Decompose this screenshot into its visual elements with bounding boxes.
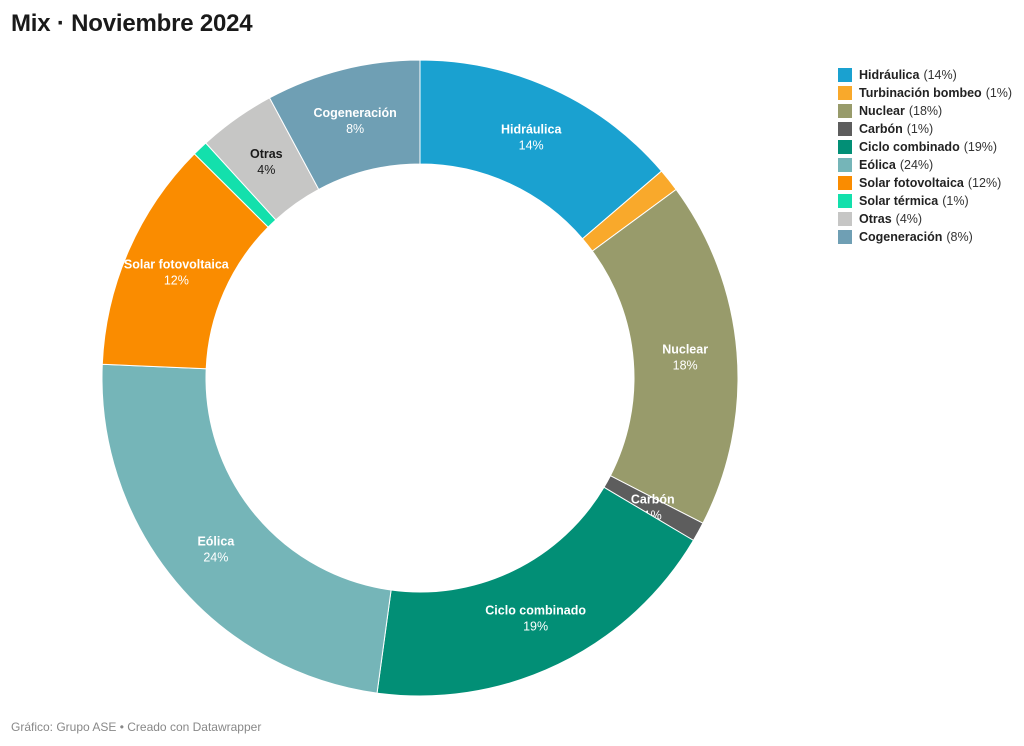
legend-percent: (1%) <box>906 122 934 136</box>
slice-name-ciclo-combinado: Ciclo combinado <box>485 604 586 618</box>
legend-item-eolica[interactable]: Eólica (24%) <box>838 156 1012 174</box>
slice-name-eolica: Eólica <box>197 535 235 549</box>
slice-label-ciclo-combinado: Ciclo combinado 19% <box>485 604 586 634</box>
legend-item-solar-fotovoltaica[interactable]: Solar fotovoltaica (12%) <box>838 174 1012 192</box>
legend-label: Turbinación bombeo <box>859 86 982 100</box>
legend-item-carbon[interactable]: Carbón (1%) <box>838 120 1012 138</box>
legend-percent: (14%) <box>923 68 957 82</box>
legend-percent: (1%) <box>985 86 1013 100</box>
legend-label: Solar térmica <box>859 194 939 208</box>
legend-swatch <box>838 230 852 244</box>
legend-item-solar-termica[interactable]: Solar térmica (1%) <box>838 192 1012 210</box>
legend-swatch <box>838 212 852 226</box>
legend-percent: (4%) <box>895 212 923 226</box>
legend-swatch <box>838 176 852 190</box>
legend-swatch <box>838 104 852 118</box>
legend-item-turbinacion-bombeo[interactable]: Turbinación bombeo (1%) <box>838 84 1012 102</box>
chart-title: Mix · Noviembre 2024 <box>11 10 253 37</box>
slice-ciclo-combinado[interactable] <box>376 486 695 697</box>
legend-percent: (1%) <box>942 194 969 208</box>
slice-value-cogeneracion: 8% <box>346 122 364 136</box>
legend-percent: (24%) <box>899 158 934 172</box>
slice-name-cogeneracion: Cogeneración <box>313 106 396 120</box>
legend-item-hidraulica[interactable]: Hidráulica (14%) <box>838 66 1012 84</box>
legend-percent: (12%) <box>967 176 1002 190</box>
chart-credit: Gráfico: Grupo ASE • Creado con Datawrap… <box>11 720 262 734</box>
slice-name-otras: Otras <box>250 147 283 161</box>
legend-swatch <box>838 68 852 82</box>
legend-swatch <box>838 122 852 136</box>
legend-label: Nuclear <box>859 104 905 118</box>
slice-label-eolica: Eólica 24% <box>197 535 235 565</box>
slice-eolica[interactable] <box>101 363 392 694</box>
legend-percent: (18%) <box>908 104 943 118</box>
legend-item-otras[interactable]: Otras (4%) <box>838 210 1012 228</box>
slice-cogeneracion[interactable] <box>268 59 421 191</box>
legend-label: Hidráulica <box>859 68 920 82</box>
legend-item-nuclear[interactable]: Nuclear (18%) <box>838 102 1012 120</box>
legend-label: Carbón <box>859 122 903 136</box>
legend-item-cogeneracion[interactable]: Cogeneración (8%) <box>838 228 1012 246</box>
legend-item-ciclo-combinado[interactable]: Ciclo combinado (19%) <box>838 138 1012 156</box>
legend-percent: (8%) <box>946 230 973 244</box>
slice-value-nuclear: 18% <box>673 359 698 373</box>
slice-label-nuclear: Nuclear 18% <box>662 343 708 373</box>
slice-value-hidraulica: 14% <box>519 138 544 152</box>
slice-label-otras: Otras 4% <box>250 147 283 177</box>
legend-label: Eólica <box>859 158 896 172</box>
slice-value-solar-fotovoltaica: 12% <box>164 273 189 287</box>
slice-name-nuclear: Nuclear <box>662 343 708 357</box>
legend-swatch <box>838 158 852 172</box>
slice-name-hidraulica: Hidráulica <box>501 122 562 136</box>
legend-label: Ciclo combinado <box>859 140 960 154</box>
slice-label-cogeneracion: Cogeneración 8% <box>313 106 396 136</box>
slice-value-otras: 4% <box>257 163 275 177</box>
legend-swatch <box>838 194 852 208</box>
legend-swatch <box>838 140 852 154</box>
legend-label: Solar fotovoltaica <box>859 176 964 190</box>
slice-value-eolica: 24% <box>203 551 228 565</box>
slice-name-solar-fotovoltaica: Solar fotovoltaica <box>124 257 230 271</box>
chart-legend: Hidráulica (14%) Turbinación bombeo (1%) Nuc… <box>838 66 1012 246</box>
slice-name-carbon: Carbón <box>631 493 675 507</box>
legend-swatch <box>838 86 852 100</box>
slice-value-ciclo-combinado: 19% <box>523 620 548 634</box>
legend-percent: (19%) <box>963 140 998 154</box>
legend-label: Otras <box>859 212 892 226</box>
slice-label-solar-fotovoltaica: Solar fotovoltaica 12% <box>124 257 230 287</box>
legend-label: Cogeneración <box>859 230 943 244</box>
slice-label-hidraulica: Hidráulica 14% <box>501 122 562 152</box>
